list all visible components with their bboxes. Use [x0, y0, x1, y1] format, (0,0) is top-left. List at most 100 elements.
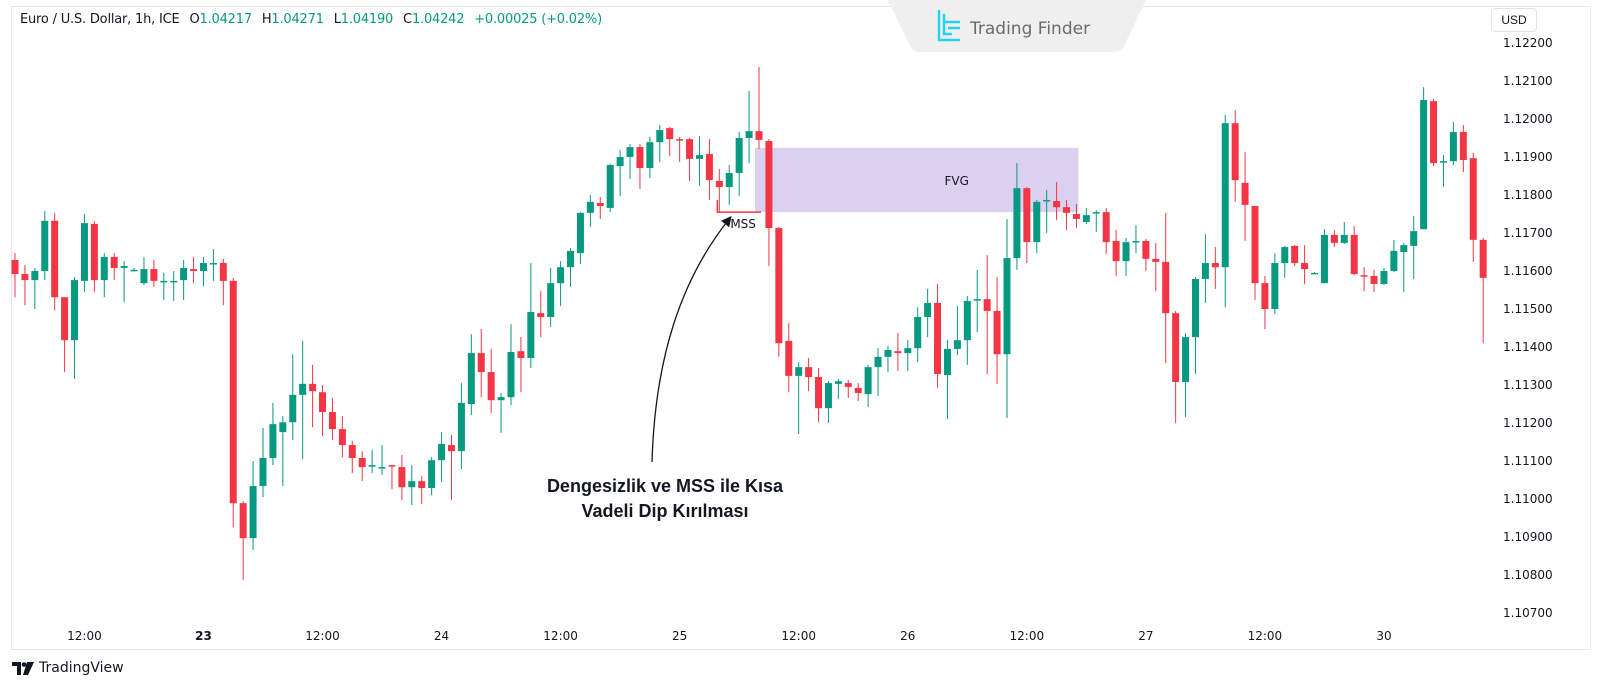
- candle-body: [1201, 263, 1209, 279]
- time-axis[interactable]: 12:00 23 12:00 24 12:00 25 12:00 26 12:00 27 12:00…: [67, 629, 1391, 643]
- candle: [1132, 225, 1140, 254]
- candle: [963, 296, 971, 365]
- candle: [1142, 239, 1150, 271]
- candle-body: [1301, 263, 1309, 270]
- candle-body: [795, 367, 803, 376]
- candle: [299, 340, 307, 460]
- candle: [686, 138, 694, 181]
- candle: [1053, 182, 1061, 221]
- candle: [120, 261, 128, 303]
- candle: [61, 297, 69, 373]
- candle: [408, 465, 416, 506]
- candle-body: [725, 172, 733, 188]
- candle: [953, 305, 961, 355]
- symbol-title: Euro / U.S. Dollar, 1h, ICE: [20, 12, 180, 27]
- symbol-legend: Euro / U.S. Dollar, 1h, ICE O1.04217 H1.…: [20, 12, 602, 27]
- candle-body: [844, 383, 852, 387]
- candle-body: [1380, 271, 1388, 284]
- candle-body: [239, 503, 247, 539]
- candle: [41, 210, 49, 281]
- annotation-line-2: Vadeli Dip Kırılması: [581, 501, 748, 521]
- tradingview-text: TradingView: [39, 660, 124, 676]
- candle-body: [1241, 182, 1249, 205]
- candle-body: [1191, 278, 1199, 338]
- candle-body: [199, 263, 207, 271]
- candle: [1449, 122, 1457, 165]
- candle-body: [1023, 188, 1031, 243]
- candle: [884, 345, 892, 373]
- candle: [199, 256, 207, 287]
- trading-finder-logo-icon: [937, 10, 960, 42]
- candle: [934, 283, 942, 389]
- candle-body: [408, 481, 416, 488]
- candle: [914, 307, 922, 363]
- candle-body: [338, 429, 346, 446]
- candle-body: [209, 263, 217, 265]
- candle: [616, 150, 624, 197]
- candle-body: [576, 212, 584, 254]
- candle: [487, 348, 495, 414]
- candle: [924, 288, 932, 338]
- candle-body: [21, 274, 29, 281]
- candle: [190, 256, 198, 284]
- tradingview-logo[interactable]: TradingView: [12, 660, 124, 676]
- candle: [1241, 152, 1249, 241]
- candle-body: [537, 313, 545, 317]
- candle-body: [904, 348, 912, 354]
- candle-body: [636, 147, 644, 169]
- candle-body: [1420, 100, 1428, 230]
- candle: [457, 383, 465, 469]
- candle-body: [1350, 234, 1358, 275]
- candle-body: [616, 157, 624, 167]
- candle: [100, 253, 108, 298]
- candle-body: [963, 301, 971, 341]
- candle: [259, 427, 267, 498]
- candle-body: [299, 383, 307, 395]
- candle: [656, 125, 664, 162]
- candle: [854, 383, 862, 401]
- candle-body: [1251, 206, 1259, 284]
- candle-body: [1142, 240, 1150, 259]
- candle: [180, 259, 188, 300]
- tradingview-logo-icon: [12, 661, 34, 675]
- candle: [269, 402, 277, 466]
- candle-body: [1439, 161, 1447, 163]
- candle: [1043, 190, 1051, 233]
- candle: [1013, 163, 1021, 270]
- candle-body: [487, 372, 495, 401]
- mss-marker: MSS: [716, 200, 761, 231]
- candle-body: [368, 465, 376, 467]
- candle-body: [477, 353, 485, 373]
- candle: [1350, 226, 1358, 276]
- candle-body: [90, 223, 98, 281]
- high-label: H: [261, 12, 272, 27]
- candle-body: [1013, 188, 1021, 259]
- candle: [150, 259, 158, 287]
- candle: [1162, 212, 1170, 363]
- candle: [993, 277, 1001, 384]
- price-axis[interactable]: 1.12200 1.12100 1.12000 1.11900 1.11800 1.117…: [1503, 36, 1553, 620]
- candle-body: [1469, 158, 1477, 240]
- candle: [249, 461, 257, 550]
- candle-body: [824, 383, 832, 409]
- candle-body: [1082, 215, 1090, 222]
- candle-body: [1132, 240, 1140, 243]
- candle-body: [428, 460, 436, 488]
- candle: [1271, 253, 1279, 314]
- candle: [289, 354, 297, 441]
- candle-body: [1291, 245, 1299, 264]
- time-tick-label: 27: [1138, 629, 1153, 643]
- candle: [130, 267, 138, 272]
- currency-button[interactable]: USD: [1491, 8, 1537, 32]
- candle: [229, 277, 237, 528]
- candle-body: [924, 302, 932, 317]
- candle: [328, 397, 336, 441]
- candle: [715, 169, 723, 213]
- price-tick-label: 1.11600: [1503, 264, 1553, 278]
- candle-body: [1072, 214, 1080, 219]
- candle: [1330, 229, 1338, 248]
- candle-body: [438, 443, 446, 461]
- price-tick-label: 1.11400: [1503, 340, 1553, 354]
- mss-line: [716, 200, 761, 213]
